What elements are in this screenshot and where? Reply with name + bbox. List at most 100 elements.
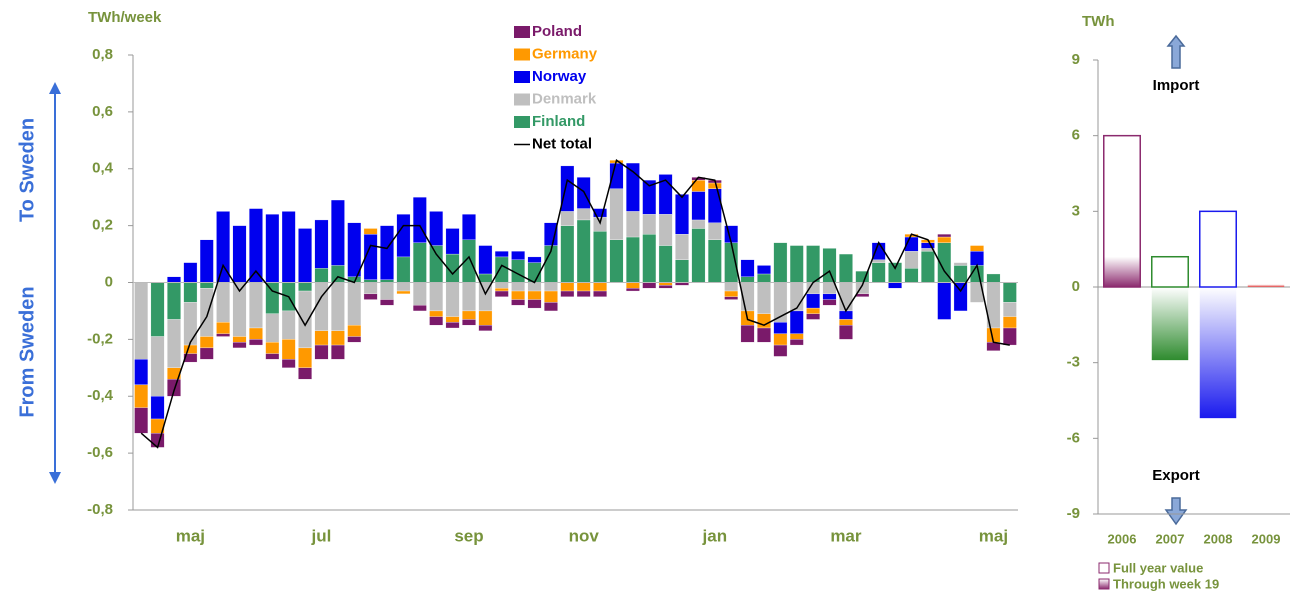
bar-segment	[1002, 302, 1017, 317]
y-tick-label: 0,4	[92, 160, 114, 177]
bar-segment	[232, 336, 247, 343]
bar-segment	[576, 219, 591, 283]
bar-segment	[478, 245, 493, 275]
bar-segment	[511, 282, 525, 292]
bar-segment	[806, 282, 820, 295]
y-tick-label: -0,2	[87, 330, 113, 347]
bar-segment	[167, 319, 181, 368]
bar-segment	[232, 342, 247, 349]
bar-segment	[412, 197, 427, 243]
legend-swatch	[514, 93, 530, 106]
legend-label: Net total	[532, 135, 592, 152]
bar-segment	[953, 265, 968, 283]
bar-segment	[396, 290, 411, 295]
y-tick-label: 0,2	[92, 217, 113, 234]
bar-segment	[216, 333, 230, 337]
bar-segment	[888, 262, 902, 283]
legend-swatch	[514, 26, 530, 38]
bar-segment	[396, 256, 411, 283]
y-tick-label: 0,6	[92, 103, 113, 120]
bar-segment	[527, 299, 542, 309]
bar-segment	[544, 290, 558, 303]
bar-segment	[249, 327, 263, 340]
legend-swatch	[1098, 578, 1110, 590]
x-tick-label: 2006	[1108, 531, 1137, 546]
bar-segment	[314, 282, 329, 331]
legend-label: Germany	[532, 45, 598, 62]
bar-segment	[691, 191, 706, 221]
bar-segment	[216, 282, 230, 323]
bar-segment	[839, 282, 853, 312]
bar-segment	[281, 339, 296, 360]
bar-segment	[626, 211, 640, 238]
bar-segment	[544, 282, 558, 292]
x-tick-label: nov	[569, 526, 600, 545]
x-tick-label: jul	[311, 526, 332, 545]
y-tick-label: -3	[1067, 354, 1080, 371]
y-tick-label: -0,4	[87, 387, 114, 404]
bar-segment	[331, 344, 345, 360]
bar-segment	[445, 316, 460, 323]
legend-label: Norway	[532, 68, 587, 85]
bar-segment	[691, 219, 706, 229]
bar-segment	[806, 307, 820, 314]
x-tick-label: sep	[454, 526, 483, 545]
bar-segment	[724, 296, 739, 300]
bar-segment	[249, 282, 263, 329]
bar-segment	[429, 316, 444, 326]
bar-segment	[560, 225, 575, 283]
bar-segment	[642, 214, 657, 235]
bar-segment	[396, 282, 411, 292]
bar-segment	[560, 165, 575, 212]
bar-segment	[658, 285, 673, 289]
bar-segment	[199, 347, 214, 360]
bar-segment	[314, 268, 329, 283]
bar-segment	[904, 251, 919, 269]
bar-segment	[921, 251, 935, 283]
bar-segment	[445, 282, 460, 317]
bar-segment	[937, 236, 952, 243]
bar-segment	[429, 282, 444, 312]
bar-segment	[478, 310, 493, 326]
export-label: Export	[1152, 467, 1200, 484]
bar-segment	[773, 322, 788, 334]
y-axis-title: TWh	[1082, 13, 1114, 30]
bar-segment	[593, 282, 607, 292]
bar-segment	[331, 199, 345, 266]
bar-segment	[412, 242, 427, 283]
legend-swatch	[514, 48, 530, 61]
bar-segment	[871, 259, 886, 263]
legend-label: Denmark	[532, 90, 597, 107]
bar-segment	[199, 288, 214, 337]
bar-segment	[363, 282, 378, 295]
legend-swatch	[514, 71, 530, 83]
bar-segment	[511, 290, 525, 300]
bar-segment	[183, 262, 198, 283]
bar-segment	[953, 262, 968, 266]
bar-segment	[183, 282, 198, 303]
bar-segment	[347, 336, 362, 343]
bar-segment	[462, 310, 476, 320]
bar-segment	[314, 219, 329, 269]
x-tick-label: maj	[979, 526, 1008, 545]
bar-segment	[839, 319, 853, 326]
bar-segment	[773, 333, 788, 346]
bar-segment	[265, 353, 280, 360]
bar-segment	[265, 342, 280, 354]
bar-segment	[544, 222, 558, 246]
bar-segment	[298, 228, 312, 283]
bar-segment	[740, 259, 755, 277]
bar-segment	[724, 282, 739, 292]
bar-segment	[658, 214, 673, 246]
bar-segment	[822, 248, 837, 283]
bar-segment	[822, 293, 837, 300]
bar-segment	[675, 234, 689, 260]
bar-segment	[1002, 316, 1017, 329]
bar-segment	[593, 208, 607, 218]
bar-segment	[707, 222, 722, 240]
bar-segment	[609, 239, 624, 283]
bar-segment	[757, 265, 771, 275]
bar-segment	[183, 344, 198, 354]
bar-segment	[331, 265, 345, 283]
bar-segment	[331, 282, 345, 331]
